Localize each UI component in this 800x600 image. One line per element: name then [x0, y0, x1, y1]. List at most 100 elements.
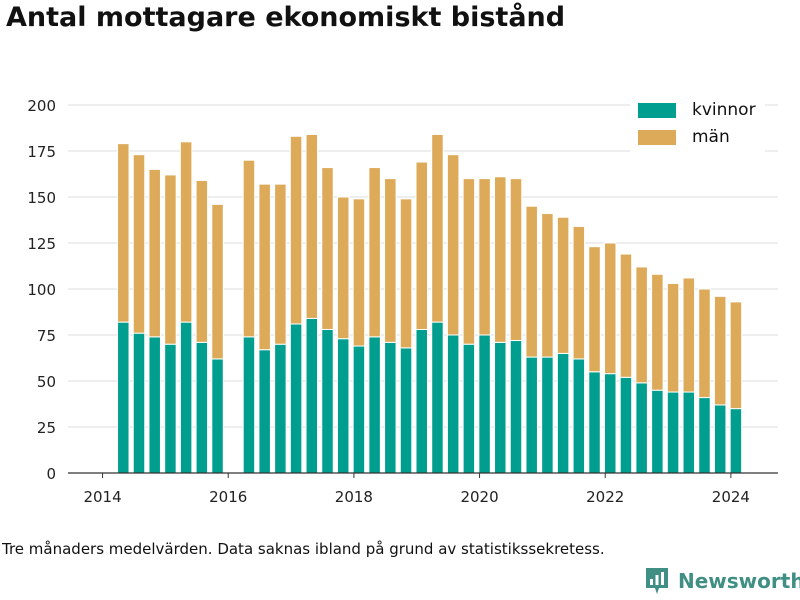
bar-kvinnor	[494, 341, 507, 474]
bar-kvinnor	[431, 321, 444, 474]
y-tick-label: 50	[37, 373, 56, 391]
y-tick-label: 175	[27, 143, 56, 161]
bar-kvinnor	[525, 356, 538, 474]
bar-man	[588, 246, 601, 373]
bar-man	[132, 154, 146, 334]
bar-man	[384, 178, 397, 343]
bar-kvinnor	[321, 328, 334, 474]
bar-kvinnor	[148, 336, 161, 474]
bar-man	[352, 198, 366, 347]
bar-man	[148, 168, 161, 338]
bar-kvinnor	[729, 408, 743, 474]
footnote: Tre månaders medelvärden. Data saknas ib…	[2, 540, 605, 558]
bar-man	[431, 133, 444, 323]
bar-man	[258, 183, 271, 351]
bar-kvinnor	[274, 343, 287, 474]
bar-kvinnor	[289, 323, 303, 474]
bar-kvinnor	[651, 389, 664, 474]
bar-man	[368, 167, 381, 338]
bar-kvinnor	[242, 336, 256, 474]
bar-kvinnor	[132, 332, 146, 474]
x-tick-label: 2024	[712, 488, 750, 506]
bar-man	[446, 154, 460, 336]
bar-kvinnor	[713, 404, 727, 474]
bar-kvinnor	[635, 382, 648, 474]
y-tick-label: 200	[27, 97, 56, 115]
bar-kvinnor	[603, 373, 617, 474]
y-tick-label: 150	[27, 189, 56, 207]
bar-man	[211, 203, 224, 360]
bar-man	[619, 253, 633, 378]
bar-man	[415, 161, 428, 330]
axes: 0 25 50 75 100 125 150 175 200 2014 2016 2018 2020 20…	[27, 97, 778, 506]
bar-man	[274, 183, 287, 345]
bar-kvinnor	[352, 345, 366, 474]
bar-man	[556, 216, 570, 354]
x-tick-label: 2020	[460, 488, 498, 506]
bar-kvinnor	[698, 397, 711, 474]
y-tick-label: 0	[46, 465, 56, 483]
bar-kvinnor	[666, 391, 680, 474]
bar-man	[651, 273, 664, 391]
bar-kvinnor	[446, 334, 460, 474]
bars	[117, 133, 743, 474]
legend-item-man: män	[638, 126, 730, 148]
bar-man	[478, 178, 491, 336]
bar-kvinnor	[415, 328, 428, 474]
bar-kvinnor	[462, 343, 476, 474]
bar-man	[164, 174, 177, 345]
bar-man	[729, 301, 743, 410]
bar-man	[698, 288, 711, 399]
bar-kvinnor	[682, 391, 696, 474]
bar-kvinnor	[195, 341, 209, 474]
bar-man	[195, 179, 209, 343]
legend-label-man: män	[692, 127, 730, 147]
y-tick-label: 100	[27, 281, 56, 299]
y-tick-label: 75	[37, 327, 56, 345]
bar-man	[462, 178, 476, 345]
bar-man	[242, 159, 256, 338]
x-tick-label: 2018	[335, 488, 373, 506]
legend-swatch-man	[638, 129, 676, 145]
x-tick-label: 2022	[586, 488, 624, 506]
bar-man	[117, 143, 130, 323]
bar-kvinnor	[399, 347, 413, 474]
bar-man	[305, 133, 319, 319]
bar-kvinnor	[305, 317, 319, 474]
bar-man	[572, 225, 586, 360]
legend-item-kvinnor: kvinnor	[638, 99, 756, 121]
bar-man	[541, 213, 554, 358]
y-tick-label: 125	[27, 235, 56, 253]
bar-kvinnor	[509, 340, 523, 474]
bar-man	[399, 198, 413, 349]
brand-name: Newsworthy	[678, 569, 800, 593]
bar-kvinnor	[588, 371, 601, 474]
bar-man	[603, 242, 617, 375]
brand-logo[interactable]: Newsworthy	[644, 566, 800, 596]
bar-kvinnor	[368, 336, 381, 474]
bar-kvinnor	[619, 376, 633, 474]
y-tick-label: 25	[37, 419, 56, 437]
bar-kvinnor	[478, 334, 491, 474]
bar-man	[289, 135, 303, 325]
bar-man	[509, 178, 523, 342]
bar-man	[179, 141, 193, 323]
bar-kvinnor	[117, 321, 130, 474]
bar-man	[635, 266, 648, 384]
bar-kvinnor	[572, 358, 586, 474]
x-tick-label: 2014	[83, 488, 121, 506]
legend-label-kvinnor: kvinnor	[692, 100, 756, 120]
bar-man	[494, 176, 507, 343]
bar-kvinnor	[258, 349, 271, 474]
bar-kvinnor	[384, 341, 397, 474]
legend: kvinnor män	[630, 94, 765, 152]
newsworthy-logo-icon	[646, 568, 668, 594]
bar-kvinnor	[336, 338, 350, 474]
bar-kvinnor	[164, 343, 177, 474]
bar-kvinnor	[556, 352, 570, 474]
x-tick-label: 2016	[209, 488, 247, 506]
bar-kvinnor	[211, 358, 224, 474]
bar-man	[525, 205, 538, 358]
bar-kvinnor	[179, 321, 193, 474]
